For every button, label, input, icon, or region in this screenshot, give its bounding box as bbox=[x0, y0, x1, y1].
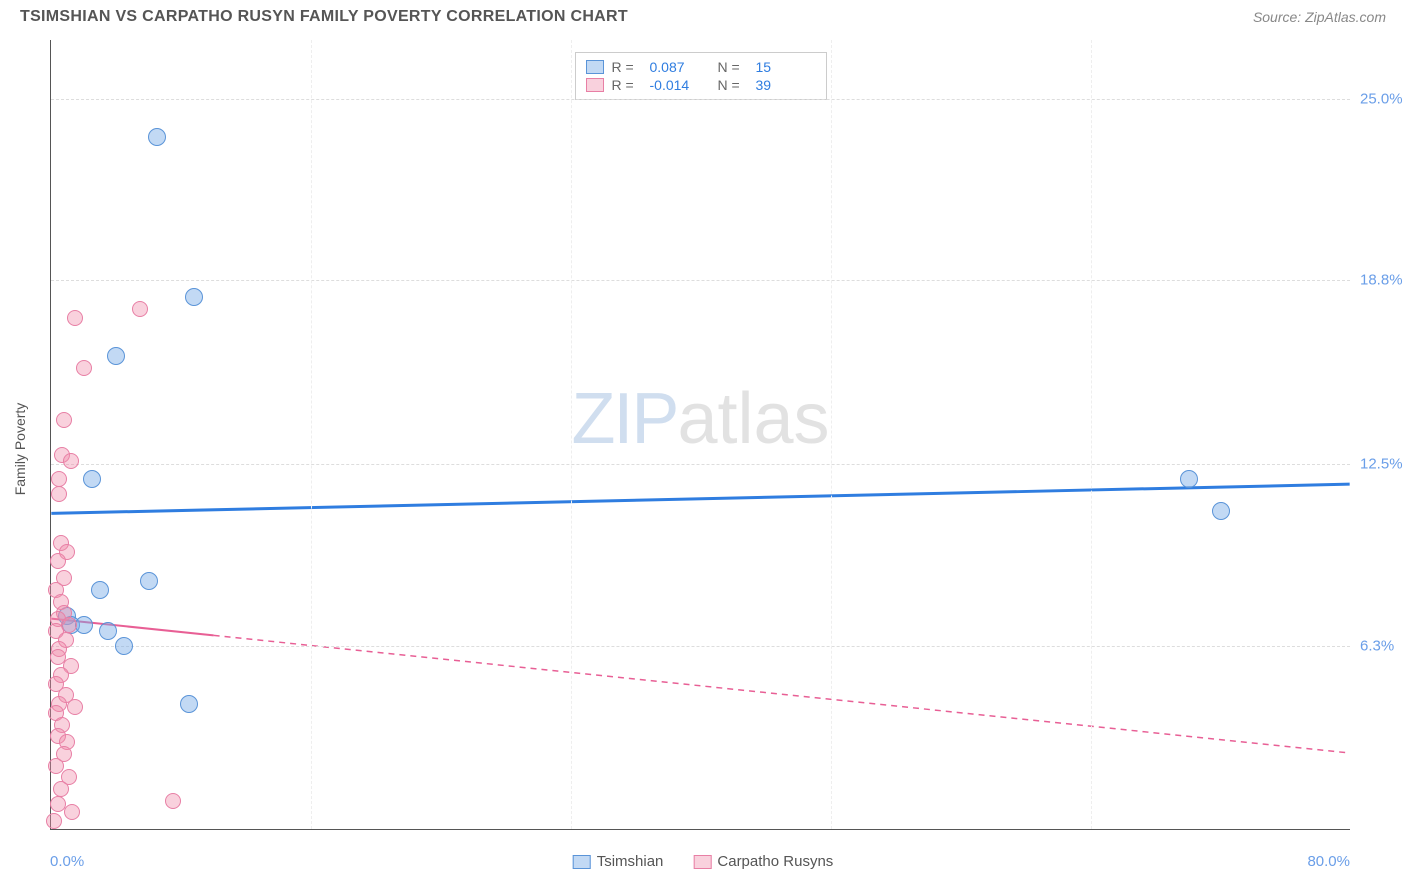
plot-area: ZIPatlas R = 0.087 N = 15 R = -0.014 N =… bbox=[50, 40, 1350, 830]
n-value-1: 15 bbox=[756, 59, 816, 75]
data-point bbox=[53, 781, 69, 797]
gridline-v bbox=[571, 40, 572, 829]
chart-container: Family Poverty ZIPatlas R = 0.087 N = 15… bbox=[20, 30, 1386, 868]
data-point bbox=[83, 470, 101, 488]
swatch-carpatho bbox=[586, 78, 604, 92]
chart-source: Source: ZipAtlas.com bbox=[1253, 9, 1386, 25]
series-legend: Tsimshian Carpatho Rusyns bbox=[573, 853, 834, 870]
data-point bbox=[185, 288, 203, 306]
data-point bbox=[48, 758, 64, 774]
y-tick-label: 18.8% bbox=[1360, 271, 1406, 288]
data-point bbox=[46, 813, 62, 829]
data-point bbox=[1180, 470, 1198, 488]
series-1-name: Tsimshian bbox=[597, 853, 664, 870]
data-point bbox=[115, 637, 133, 655]
r-value-2: -0.014 bbox=[650, 77, 710, 93]
gridline-v bbox=[831, 40, 832, 829]
trend-lines-layer bbox=[51, 40, 1350, 829]
data-point bbox=[51, 486, 67, 502]
gridline-h bbox=[51, 99, 1350, 100]
data-point bbox=[56, 412, 72, 428]
gridline-h bbox=[51, 646, 1350, 647]
data-point bbox=[64, 804, 80, 820]
data-point bbox=[67, 699, 83, 715]
y-tick-label: 25.0% bbox=[1360, 90, 1406, 107]
data-point bbox=[76, 360, 92, 376]
swatch-tsimshian-bottom bbox=[573, 855, 591, 869]
chart-title: TSIMSHIAN VS CARPATHO RUSYN FAMILY POVER… bbox=[20, 8, 628, 26]
series-2-name: Carpatho Rusyns bbox=[717, 853, 833, 870]
swatch-carpatho-bottom bbox=[693, 855, 711, 869]
gridline-h bbox=[51, 280, 1350, 281]
swatch-tsimshian bbox=[586, 60, 604, 74]
data-point bbox=[91, 581, 109, 599]
x-axis-end-label: 80.0% bbox=[1307, 853, 1350, 870]
x-axis-start-label: 0.0% bbox=[50, 853, 84, 870]
correlation-legend: R = 0.087 N = 15 R = -0.014 N = 39 bbox=[575, 52, 827, 100]
chart-header: TSIMSHIAN VS CARPATHO RUSYN FAMILY POVER… bbox=[0, 0, 1406, 30]
data-point bbox=[107, 347, 125, 365]
data-point bbox=[50, 553, 66, 569]
data-point bbox=[132, 301, 148, 317]
y-axis-label: Family Poverty bbox=[12, 403, 28, 496]
correlation-legend-row-2: R = -0.014 N = 39 bbox=[586, 77, 816, 93]
data-point bbox=[51, 471, 67, 487]
correlation-legend-row-1: R = 0.087 N = 15 bbox=[586, 59, 816, 75]
data-point bbox=[99, 622, 117, 640]
series-legend-item-1: Tsimshian bbox=[573, 853, 664, 870]
r-value-1: 0.087 bbox=[650, 59, 710, 75]
gridline-h bbox=[51, 464, 1350, 465]
gridline-v bbox=[311, 40, 312, 829]
data-point bbox=[148, 128, 166, 146]
y-tick-label: 6.3% bbox=[1360, 637, 1406, 654]
data-point bbox=[165, 793, 181, 809]
n-value-2: 39 bbox=[756, 77, 816, 93]
y-tick-label: 12.5% bbox=[1360, 456, 1406, 473]
data-point bbox=[140, 572, 158, 590]
series-legend-item-2: Carpatho Rusyns bbox=[693, 853, 833, 870]
data-point bbox=[67, 310, 83, 326]
data-point bbox=[1212, 502, 1230, 520]
data-point bbox=[75, 616, 93, 634]
data-point bbox=[50, 796, 66, 812]
data-point bbox=[63, 453, 79, 469]
data-point bbox=[180, 695, 198, 713]
gridline-v bbox=[1091, 40, 1092, 829]
watermark: ZIPatlas bbox=[571, 378, 829, 460]
